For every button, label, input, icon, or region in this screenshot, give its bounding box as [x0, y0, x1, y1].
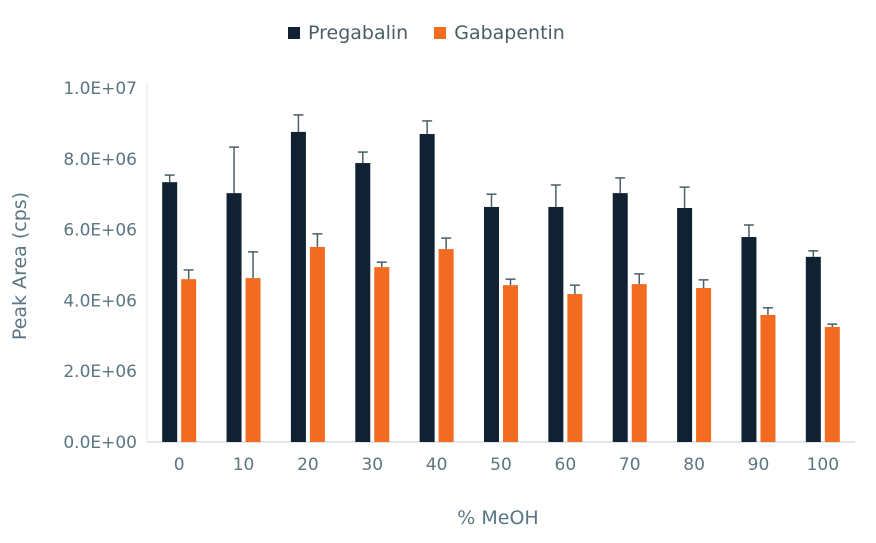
- legend: Pregabalin Gabapentin: [288, 22, 591, 44]
- y-tick-label: 0.0E+00: [63, 433, 137, 453]
- x-tick-label: 10: [233, 455, 255, 475]
- bar-pregabalin: [355, 163, 371, 442]
- legend-swatch-gabapentin: [434, 27, 447, 39]
- bar-gabapentin: [181, 279, 197, 442]
- x-tick-label: 20: [297, 455, 319, 475]
- bar-pregabalin: [548, 206, 564, 442]
- y-axis-label: Peak Area (cps): [9, 192, 31, 340]
- y-tick-label: 6.0E+06: [63, 221, 137, 241]
- legend-label-pregabalin: Pregabalin: [308, 22, 409, 44]
- bar-gabapentin: [567, 294, 583, 442]
- x-tick-label: 40: [426, 455, 448, 475]
- legend-item-pregabalin: Pregabalin: [288, 22, 408, 44]
- x-tick-label: 0: [174, 455, 185, 475]
- bar-pregabalin: [484, 206, 499, 442]
- x-tick-label: 30: [361, 455, 383, 475]
- bar-pregabalin: [419, 134, 435, 442]
- bar-pregabalin: [612, 193, 628, 442]
- y-tick-label: 8.0E+06: [63, 150, 137, 170]
- legend-swatch-pregabalin: [288, 27, 300, 39]
- bar-gabapentin: [631, 284, 647, 442]
- bar-pregabalin: [805, 256, 821, 442]
- x-tick-label: 80: [683, 455, 705, 475]
- x-tick-label: 90: [748, 455, 770, 475]
- bar-pregabalin: [677, 208, 693, 442]
- x-tick-label: 50: [490, 455, 512, 475]
- bar-pregabalin: [162, 182, 178, 442]
- bar-gabapentin: [824, 326, 840, 442]
- x-tick-label: 60: [555, 455, 577, 475]
- legend-item-gabapentin: Gabapentin: [434, 22, 565, 44]
- bar-pregabalin: [226, 193, 242, 442]
- x-axis-label: % MeOH: [457, 507, 538, 529]
- bar-gabapentin: [503, 285, 518, 442]
- y-tick-label: 1.0E+07: [63, 79, 137, 99]
- y-tick-label: 2.0E+06: [63, 362, 137, 382]
- bar-gabapentin: [245, 278, 261, 442]
- bar-gabapentin: [438, 249, 454, 442]
- bar-gabapentin: [760, 314, 776, 442]
- bar-gabapentin: [696, 288, 712, 442]
- y-tick-label: 4.0E+06: [63, 291, 137, 311]
- legend-label-gabapentin: Gabapentin: [454, 22, 565, 44]
- bar-gabapentin: [309, 246, 325, 442]
- bar-gabapentin: [374, 267, 390, 442]
- x-tick-label: 100: [807, 455, 839, 475]
- bar-pregabalin: [290, 131, 306, 442]
- x-tick-label: 70: [619, 455, 641, 475]
- bar-pregabalin: [741, 237, 757, 442]
